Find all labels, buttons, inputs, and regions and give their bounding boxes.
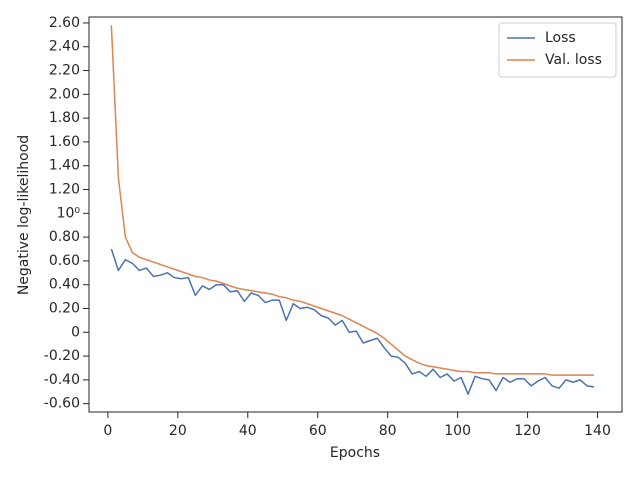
y-axis-label: Negative log-likelihood bbox=[16, 135, 32, 295]
y-tick-label: 2.40 bbox=[49, 39, 80, 55]
x-tick-label: 120 bbox=[514, 423, 541, 439]
x-tick-label: 80 bbox=[379, 423, 397, 439]
legend-label: Val. loss bbox=[545, 52, 602, 68]
y-tick-label: 0.40 bbox=[49, 277, 80, 293]
legend-label: Loss bbox=[545, 30, 576, 46]
legend-box bbox=[498, 22, 617, 78]
y-tick-label: 1.40 bbox=[49, 158, 80, 174]
y-tick-label: 2.60 bbox=[49, 15, 80, 31]
y-tick-label: 10⁰ bbox=[57, 205, 81, 221]
y-tick-label: 0.60 bbox=[49, 253, 80, 269]
y-tick-label: -0.40 bbox=[44, 372, 80, 388]
series-line bbox=[110, 25, 595, 376]
y-tick-label: 2.00 bbox=[49, 86, 80, 102]
y-tick-label: -0.60 bbox=[44, 396, 80, 412]
legend: Loss Val. loss bbox=[498, 22, 617, 78]
y-tick-label: 0.80 bbox=[49, 229, 80, 245]
x-tick-label: 60 bbox=[309, 423, 327, 439]
y-tick-label: 1.60 bbox=[49, 134, 80, 150]
y-tick-label: 0 bbox=[71, 324, 80, 340]
x-axis-label: Epochs bbox=[330, 445, 380, 461]
x-tick-label: 20 bbox=[169, 423, 187, 439]
y-tick-label: -0.20 bbox=[44, 348, 80, 364]
series-line bbox=[110, 248, 595, 395]
y-tick-label: 1.80 bbox=[49, 110, 80, 126]
x-tick-label: 0 bbox=[103, 423, 112, 439]
x-tick-label: 40 bbox=[239, 423, 257, 439]
plot-frame bbox=[88, 16, 623, 413]
x-tick-label: 140 bbox=[584, 423, 611, 439]
y-tick-label: 2.20 bbox=[49, 63, 80, 79]
y-tick-label: 0.20 bbox=[49, 300, 80, 316]
x-tick-label: 100 bbox=[444, 423, 471, 439]
y-tick-label: 1.20 bbox=[49, 182, 80, 198]
